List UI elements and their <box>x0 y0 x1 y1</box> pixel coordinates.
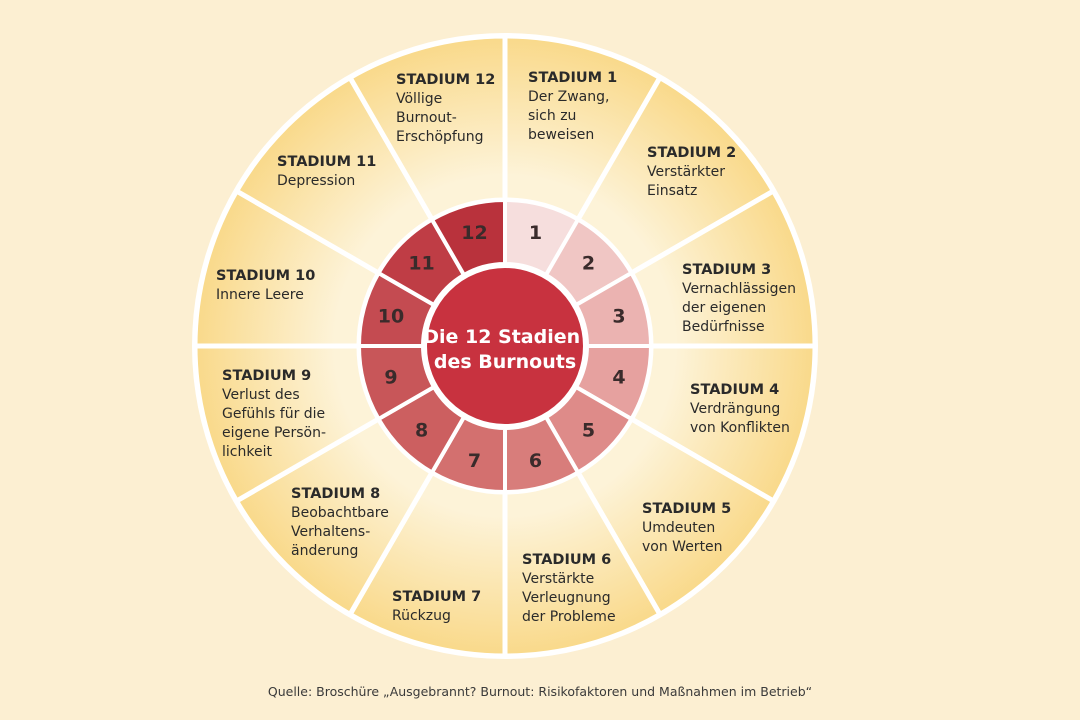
stage-number-6: 6 <box>529 450 542 472</box>
stage-heading-6: STADIUM 6 <box>522 552 611 568</box>
stage-heading-11: STADIUM 11 <box>277 154 376 170</box>
stage-text-6-1: Verstärkte <box>522 571 594 587</box>
stage-number-2: 2 <box>582 253 595 275</box>
stage-label-2: STADIUM 2 Verstärkter Einsatz <box>647 145 736 199</box>
stage-label-1: STADIUM 1 Der Zwang, sich zu beweisen <box>528 70 617 143</box>
stage-text-9-3: eigene Persön- <box>222 425 326 441</box>
center-title-line-1: Die 12 Stadien <box>423 326 580 348</box>
stage-number-7: 7 <box>468 450 481 472</box>
stage-text-9-1: Verlust des <box>222 387 300 403</box>
stage-number-1: 1 <box>529 222 542 244</box>
stage-heading-4: STADIUM 4 <box>690 382 779 398</box>
stage-number-5: 5 <box>582 419 595 441</box>
stage-heading-12: STADIUM 12 <box>396 72 495 88</box>
stage-label-10: STADIUM 10 Innere Leere <box>216 268 315 303</box>
stage-label-11: STADIUM 11 Depression <box>277 154 376 189</box>
stage-text-4-1: Verdrängung <box>690 401 780 417</box>
stage-text-7-1: Rückzug <box>392 608 451 624</box>
stage-label-12: STADIUM 12 Völlige Burnout- Erschöpfung <box>396 72 495 145</box>
stage-text-3-2: der eigenen <box>682 300 766 316</box>
stage-text-8-2: Verhaltens- <box>291 524 370 540</box>
stage-heading-3: STADIUM 3 <box>682 262 771 278</box>
stage-text-12-1: Völlige <box>396 91 442 107</box>
stage-number-11: 11 <box>408 253 434 275</box>
center-title-line-2: des Burnouts <box>434 351 576 373</box>
stage-text-6-2: Verleugnung <box>522 590 611 606</box>
stage-text-1-1: Der Zwang, <box>528 89 609 105</box>
stage-text-6-3: der Probleme <box>522 609 616 625</box>
stage-label-4: STADIUM 4 Verdrängung von Konflikten <box>690 382 790 436</box>
stage-text-8-3: änderung <box>291 543 358 559</box>
stage-text-2-2: Einsatz <box>647 183 697 199</box>
stage-text-9-4: lichkeit <box>222 444 272 460</box>
center-title: Die 12 Stadien des Burnouts <box>423 326 587 373</box>
stage-text-8-1: Beobachtbare <box>291 505 389 521</box>
stage-number-3: 3 <box>612 305 625 327</box>
stage-text-10-1: Innere Leere <box>216 287 304 303</box>
stage-label-3: STADIUM 3 Vernachlässigen der eigenen Bedür… <box>682 262 796 335</box>
stage-text-12-3: Erschöpfung <box>396 129 483 145</box>
stage-text-9-2: Gefühls für die <box>222 406 325 422</box>
stage-label-8: STADIUM 8 Beobachtbare Verhaltens-änderung <box>291 486 389 559</box>
source-note: Quelle: Broschüre „Ausgebrannt? Burnout:… <box>267 684 813 699</box>
stage-heading-5: STADIUM 5 <box>642 501 731 517</box>
stage-label-6: STADIUM 6 Verstärkte Verleugnung der Proble… <box>522 552 616 625</box>
stage-number-9: 9 <box>384 367 397 389</box>
center-circle <box>423 264 587 428</box>
stage-number-12: 12 <box>461 222 487 244</box>
stage-number-4: 4 <box>612 367 625 389</box>
stage-text-5-1: Umdeuten <box>642 520 715 536</box>
stage-text-1-3: beweisen <box>528 127 594 143</box>
stage-text-4-2: von Konflikten <box>690 420 790 436</box>
stage-label-7: STADIUM 7 Rückzug <box>392 589 481 624</box>
stage-heading-1: STADIUM 1 <box>528 70 617 86</box>
stage-heading-7: STADIUM 7 <box>392 589 481 605</box>
stage-text-3-1: Vernachlässigen <box>682 281 796 297</box>
stage-text-5-2: von Werten <box>642 539 723 555</box>
stage-heading-8: STADIUM 8 <box>291 486 380 502</box>
stage-heading-2: STADIUM 2 <box>647 145 736 161</box>
stage-text-3-3: Bedürfnisse <box>682 319 765 335</box>
stage-text-12-2: Burnout- <box>396 110 457 126</box>
stage-label-9: STADIUM 9 Verlust des Gefühls für die eigen… <box>222 368 326 460</box>
stage-text-1-2: sich zu <box>528 108 576 124</box>
stage-text-11-1: Depression <box>277 173 355 189</box>
stage-labels: STADIUM 1 Der Zwang, sich zu beweisenSTADIU… <box>216 70 796 625</box>
stage-heading-10: STADIUM 10 <box>216 268 315 284</box>
stage-number-8: 8 <box>415 419 428 441</box>
stage-heading-9: STADIUM 9 <box>222 368 311 384</box>
stage-label-5: STADIUM 5 Umdeuten von Werten <box>642 501 731 555</box>
stage-number-10: 10 <box>378 305 404 327</box>
stage-text-2-1: Verstärkter <box>647 164 725 180</box>
